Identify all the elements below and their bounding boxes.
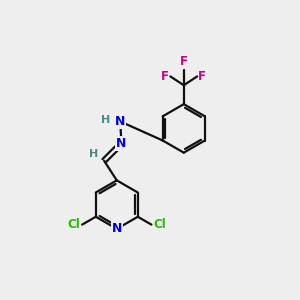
Text: Cl: Cl (154, 218, 167, 231)
Text: F: F (180, 55, 188, 68)
Text: N: N (116, 137, 127, 150)
Text: Cl: Cl (67, 218, 80, 231)
Text: F: F (161, 70, 169, 83)
Text: F: F (198, 70, 206, 83)
Text: H: H (100, 115, 110, 125)
Text: N: N (112, 222, 122, 236)
Text: H: H (89, 149, 98, 159)
Text: N: N (115, 115, 125, 128)
